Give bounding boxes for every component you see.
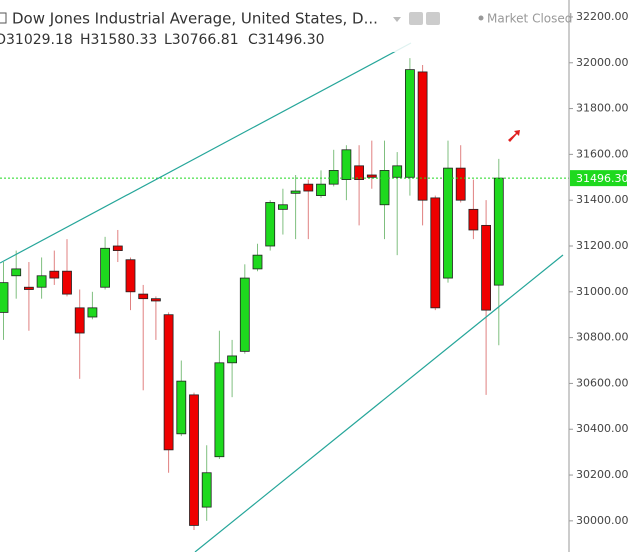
candle-body (11, 268, 22, 277)
candle-body (366, 174, 377, 178)
candle-body (227, 355, 238, 364)
candle-body (417, 71, 428, 201)
candle-body (455, 167, 466, 201)
candle-body (379, 170, 390, 206)
candle-body (214, 362, 225, 458)
candle-body (354, 165, 365, 180)
candle-body (239, 277, 250, 352)
candle-body (290, 190, 301, 194)
candle-body (443, 167, 453, 279)
settings-icon[interactable] (426, 12, 440, 25)
candle-body (328, 170, 339, 185)
candle-body (0, 282, 9, 313)
dropdown-icon[interactable] (393, 17, 401, 22)
candle-body (265, 202, 276, 247)
candle-body (493, 177, 504, 286)
candle-body (303, 183, 314, 192)
candle-body (62, 270, 72, 295)
ohlc-low: L30766.81 (164, 32, 239, 48)
header-bg (0, 0, 568, 52)
candle-body (430, 197, 441, 309)
chart-title: Dow Jones Industrial Average, United Sta… (12, 10, 378, 28)
candle-body (316, 183, 326, 197)
y-tick-label: 30800.00 (576, 331, 629, 344)
header: Dow Jones Industrial Average, United Sta… (0, 0, 572, 52)
ohlc-close: C31496.30 (248, 32, 325, 48)
arrow-icon (508, 130, 520, 142)
candle-body (201, 472, 212, 508)
candle-body (49, 270, 60, 279)
trend-line (194, 254, 564, 552)
candle-body (481, 224, 492, 311)
candle-body (23, 286, 34, 290)
eye-icon[interactable] (409, 12, 423, 25)
trend-line (0, 42, 412, 264)
y-tick-label: 30200.00 (576, 468, 629, 481)
y-tick-label: 31600.00 (576, 147, 629, 160)
candle-body (189, 394, 199, 526)
ohlc-open: O31029.18 (0, 32, 73, 48)
collapse-icon (0, 12, 7, 24)
candle-body (404, 69, 415, 178)
y-tick-label: 30600.00 (576, 376, 629, 389)
candle-body (125, 259, 136, 293)
y-tick-label: 30000.00 (576, 514, 629, 527)
candle-body (341, 149, 352, 180)
last-price-label: 31496.30 (576, 172, 629, 185)
candle-body (176, 380, 187, 435)
candle-body (138, 293, 149, 300)
candle-body (277, 204, 288, 210)
last-price-box (570, 170, 627, 187)
candle-body (74, 307, 85, 334)
candle-body (100, 247, 110, 288)
candle-body (112, 245, 123, 251)
y-tick-label: 30400.00 (576, 422, 629, 435)
y-tick-label: 32000.00 (576, 56, 629, 69)
candle-body (468, 208, 479, 231)
y-tick-label: 31000.00 (576, 285, 629, 298)
status-dot (478, 15, 484, 21)
plot-area (0, 58, 569, 531)
candle-body (150, 298, 161, 302)
candle-body (252, 254, 263, 270)
candle-body (392, 165, 403, 178)
candle-body (87, 307, 98, 318)
y-tick-label: 32200.00 (576, 10, 629, 23)
y-tick-label: 31200.00 (576, 239, 629, 252)
market-status: Market Closed (487, 12, 572, 26)
candle-body (163, 314, 174, 451)
y-tick-label: 31800.00 (576, 102, 629, 115)
y-tick-label: 31400.00 (576, 193, 629, 206)
ohlc-high: H31580.33 (80, 32, 157, 48)
candle-body (36, 275, 47, 288)
